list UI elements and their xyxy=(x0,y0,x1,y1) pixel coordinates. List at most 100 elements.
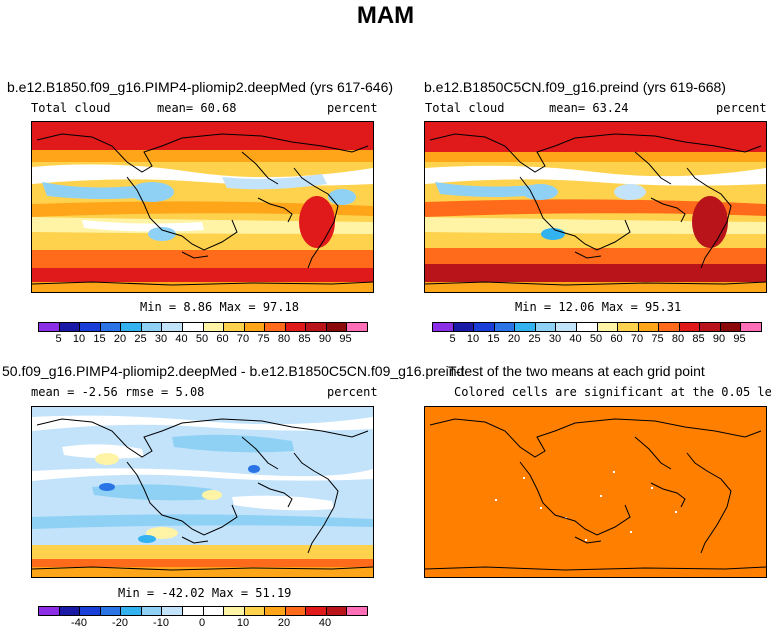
colorbar-tick-label: 90 xyxy=(318,333,332,345)
panel3-coastlines xyxy=(32,418,373,571)
panel3-colorbar xyxy=(38,606,368,616)
colorbar-tick-label: 80 xyxy=(671,333,685,345)
colorbar-tick-label: 10 xyxy=(72,333,86,345)
colorbar-swatch xyxy=(347,607,367,615)
colorbar-tick-label: 90 xyxy=(712,333,726,345)
panel1-colorbar-ticks: 5 10 15 20 25 30 40 50 60 70 75 80 85 90 95 xyxy=(38,333,366,347)
panel1-colorbar xyxy=(38,322,368,332)
colorbar-swatch xyxy=(535,323,557,331)
panel4-significance-fill xyxy=(425,407,766,577)
colorbar-swatch xyxy=(39,607,60,615)
colorbar-tick-label: 10 xyxy=(466,333,480,345)
panel1-title: b.e12.B1850.f09_g16.PIMP4-pliomip2.deepM… xyxy=(7,79,394,95)
panel4-subtitle: Colored cells are significant at the 0.0… xyxy=(454,385,771,399)
colorbar-swatch xyxy=(162,323,183,331)
colorbar-tick-label: 40 xyxy=(175,333,188,345)
panel3-units-label: percent xyxy=(327,385,378,399)
colorbar-tick-label: 60 xyxy=(216,333,229,345)
colorbar-swatch xyxy=(576,323,598,331)
panel3-map xyxy=(31,406,374,578)
colorbar-swatch xyxy=(556,323,577,331)
panel3-title: 50.f09_g16.PIMP4-pliomip2.deepMed - b.e1… xyxy=(2,363,465,379)
colorbar-swatch xyxy=(265,323,286,331)
colorbar-tick-label: 10 xyxy=(236,617,250,629)
colorbar-tick-label: 50 xyxy=(195,333,209,345)
panel3-min-max: Min = -42.02 Max = 51.19 xyxy=(118,586,292,600)
panel2-coastlines xyxy=(425,133,766,286)
colorbar-swatch xyxy=(100,607,122,615)
colorbar-swatch xyxy=(720,323,742,331)
colorbar-swatch xyxy=(59,323,81,331)
panel3-stats-label: mean = -2.56 rmse = 5.08 xyxy=(31,385,205,399)
colorbar-swatch xyxy=(453,323,475,331)
colorbar-swatch xyxy=(39,323,60,331)
colorbar-tick-label: 95 xyxy=(733,333,746,345)
panel1-cloud-field xyxy=(32,122,373,292)
colorbar-tick-label: 40 xyxy=(318,617,332,629)
colorbar-swatch xyxy=(474,323,495,331)
panel2-mean-label: mean= 63.24 xyxy=(549,101,629,115)
colorbar-tick-label: 70 xyxy=(236,333,250,345)
colorbar-swatch xyxy=(515,323,536,331)
colorbar-swatch xyxy=(121,607,142,615)
colorbar-swatch xyxy=(182,323,204,331)
colorbar-swatch xyxy=(203,323,225,331)
colorbar-tick-label: 60 xyxy=(610,333,623,345)
panel1-units-label: percent xyxy=(327,101,378,115)
panel1-coastlines xyxy=(32,133,373,286)
colorbar-tick-label: 20 xyxy=(277,617,291,629)
colorbar-swatch xyxy=(59,607,81,615)
colorbar-tick-label: 75 xyxy=(651,333,664,345)
panel2-min-max: Min = 12.06 Max = 95.31 xyxy=(515,300,682,314)
panel4-title: T-test of the two means at each grid poi… xyxy=(448,363,705,379)
colorbar-swatch xyxy=(285,323,307,331)
colorbar-tick-label: 75 xyxy=(257,333,270,345)
colorbar-tick-label: 30 xyxy=(548,333,562,345)
colorbar-tick-label: 25 xyxy=(134,333,147,345)
panel1-variable-label: Total cloud xyxy=(31,101,111,115)
colorbar-tick-label: 30 xyxy=(154,333,168,345)
colorbar-tick-label: 5 xyxy=(449,333,456,345)
colorbar-swatch xyxy=(162,607,183,615)
colorbar-tick-label: 15 xyxy=(487,333,500,345)
colorbar-tick-label: -20 xyxy=(112,617,128,629)
colorbar-tick-label: 25 xyxy=(528,333,541,345)
colorbar-swatch xyxy=(224,323,245,331)
colorbar-tick-label: 85 xyxy=(692,333,705,345)
panel1-map xyxy=(31,121,374,293)
colorbar-tick-label: 0 xyxy=(198,617,206,629)
panel3-colorbar-ticks: -40 -20 -10 0 10 20 40 xyxy=(38,617,366,631)
colorbar-tick-label: -10 xyxy=(153,617,169,629)
colorbar-swatch xyxy=(121,323,142,331)
panel2-colorbar-ticks: 5 10 15 20 25 30 40 50 60 70 75 80 85 90 95 xyxy=(432,333,760,347)
colorbar-tick-label: 95 xyxy=(339,333,352,345)
colorbar-swatch xyxy=(224,607,245,615)
colorbar-tick-label: 70 xyxy=(630,333,644,345)
colorbar-tick-label: 15 xyxy=(93,333,106,345)
panel2-map xyxy=(424,121,767,293)
colorbar-swatch xyxy=(285,607,307,615)
colorbar-swatch xyxy=(326,323,348,331)
colorbar-swatch xyxy=(679,323,701,331)
colorbar-swatch xyxy=(618,323,639,331)
colorbar-swatch xyxy=(80,323,101,331)
colorbar-swatch xyxy=(306,323,327,331)
colorbar-swatch xyxy=(80,607,101,615)
colorbar-swatch xyxy=(597,323,619,331)
colorbar-swatch xyxy=(659,323,680,331)
panel2-variable-label: Total cloud xyxy=(425,101,505,115)
colorbar-tick-label: 5 xyxy=(55,333,62,345)
panel2-colorbar xyxy=(432,322,762,332)
colorbar-swatch xyxy=(433,323,454,331)
colorbar-swatch xyxy=(638,323,660,331)
colorbar-swatch xyxy=(326,607,348,615)
panel2-title: b.e12.B1850C5CN.f09_g16.preind (yrs 619-… xyxy=(424,79,726,95)
colorbar-tick-label: 20 xyxy=(507,333,521,345)
panel1-min-max: Min = 8.86 Max = 97.18 xyxy=(140,300,299,314)
colorbar-swatch xyxy=(700,323,721,331)
panel2-cloud-field xyxy=(425,122,766,292)
colorbar-tick-label: -40 xyxy=(71,617,87,629)
panel2-units-label: percent xyxy=(716,101,767,115)
colorbar-tick-label: 40 xyxy=(569,333,582,345)
colorbar-tick-label: 20 xyxy=(113,333,127,345)
